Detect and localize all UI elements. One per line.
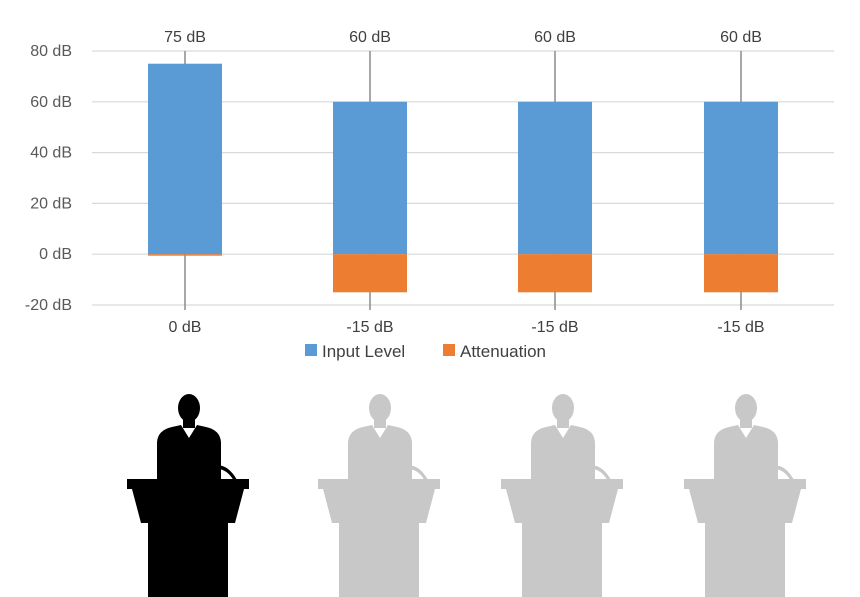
data-label-attenuation: -15 dB (346, 319, 393, 336)
attenuation-chart: -20 dB 0 dB 20 dB 40 dB 60 dB 80 dB 75 dB 0 dB… (25, 29, 834, 361)
bar-input-level (333, 101, 407, 255)
y-tick-label: -20 dB (25, 297, 72, 314)
legend-label-input-level: Input Level (322, 342, 405, 361)
speaker-4-icon (684, 394, 806, 597)
legend-label-attenuation: Attenuation (460, 342, 546, 361)
speaker-3-icon (501, 394, 623, 597)
bar-attenuation (148, 254, 222, 256)
y-tick-label: 60 dB (30, 94, 72, 111)
data-labels: 75 dB 0 dB 60 dB -15 dB 60 dB -15 dB 60 dB -15 … (164, 29, 764, 336)
legend-swatch-attenuation (443, 344, 455, 356)
data-label-input-level: 75 dB (164, 29, 206, 46)
data-label-attenuation: -15 dB (531, 319, 578, 336)
bar-attenuation (518, 254, 592, 293)
speaker-1-icon (127, 394, 249, 597)
bar-input-level (704, 101, 778, 255)
y-tick-label: 80 dB (30, 43, 72, 60)
speaker-row (127, 394, 806, 597)
bar-attenuation (704, 254, 778, 293)
data-label-attenuation: 0 dB (169, 319, 202, 336)
y-tick-label: 20 dB (30, 195, 72, 212)
y-tick-label: 0 dB (39, 246, 72, 263)
bars (148, 51, 778, 310)
bar-attenuation (333, 254, 407, 293)
y-axis: -20 dB 0 dB 20 dB 40 dB 60 dB 80 dB (25, 43, 72, 314)
speaker-2-icon (318, 394, 440, 597)
data-label-input-level: 60 dB (534, 29, 576, 46)
y-tick-label: 40 dB (30, 145, 72, 162)
legend: Input Level Attenuation (305, 342, 546, 361)
bar-input-level (148, 63, 222, 255)
legend-swatch-input-level (305, 344, 317, 356)
data-label-input-level: 60 dB (349, 29, 391, 46)
data-label-attenuation: -15 dB (717, 319, 764, 336)
bar-input-level (518, 101, 592, 255)
data-label-input-level: 60 dB (720, 29, 762, 46)
